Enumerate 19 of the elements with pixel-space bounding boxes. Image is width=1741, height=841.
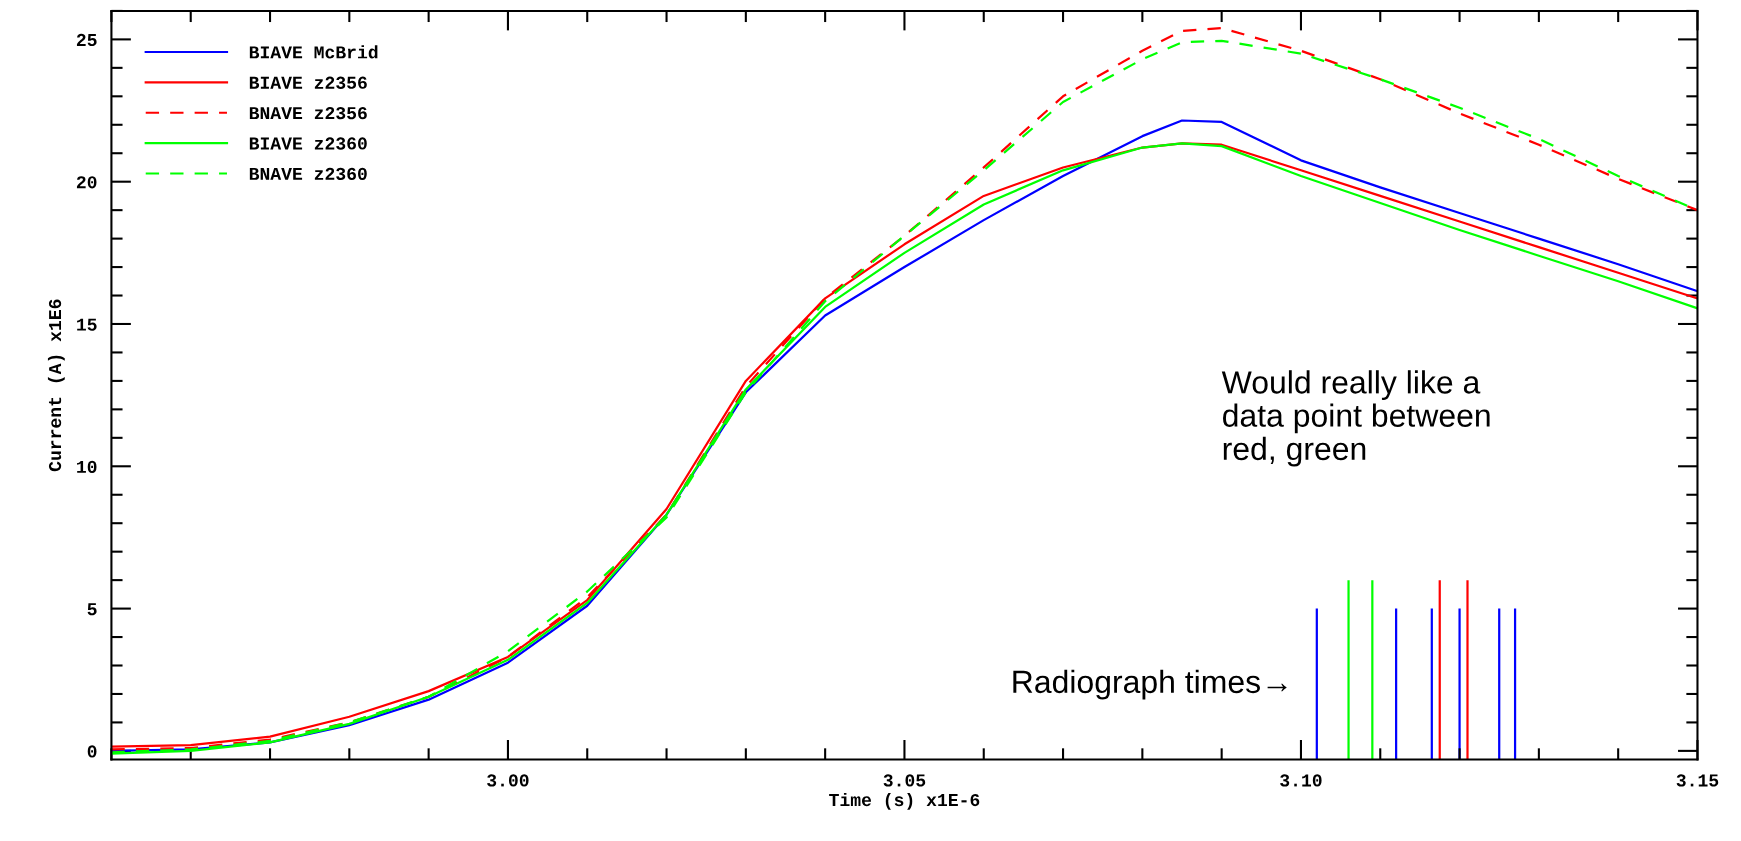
legend-label: BNAVE z2356: [249, 106, 367, 120]
x-axis-title: Time (s) x1E-6: [829, 792, 980, 810]
y-tick-label: 25: [76, 33, 97, 47]
x-tick-label: 3.15: [1676, 774, 1719, 787]
x-tick-label: 3.00: [487, 774, 529, 787]
x-tick-label: 3.05: [883, 774, 926, 787]
annotation: Radiograph times→: [1013, 669, 1287, 700]
legend-label: BIAVE z2356: [249, 76, 367, 89]
x-tick-label: 3.10: [1280, 774, 1322, 787]
y-tick-label: 20: [76, 176, 97, 189]
legend-label: BIAVE z2360: [249, 137, 367, 150]
y-tick-label: 10: [77, 460, 97, 474]
legend-label: BIAVE McBrid: [249, 45, 378, 59]
y-axis-title: Current (A) x1E6: [47, 299, 65, 472]
y-tick-label: 15: [77, 318, 97, 331]
y-tick-label: 0: [87, 745, 97, 758]
legend-label: BNAVE z2360: [249, 167, 367, 181]
y-tick-label: 5: [87, 603, 97, 616]
annotation: Would really like a data point between red, green: [1221, 370, 1490, 467]
